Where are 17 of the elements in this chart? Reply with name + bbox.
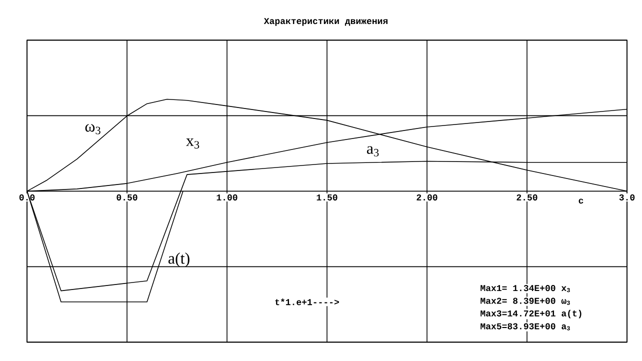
x-tick-label: 3.0 [619, 194, 635, 200]
series-label: x$_{3}$ [186, 138, 200, 149]
x-tick-label: 1.00 [216, 194, 238, 200]
series-label: ω$_{3}$ [85, 124, 100, 134]
series-label: a$_{3}$ [366, 146, 379, 156]
annotation: t*1.e+1----> [275, 298, 339, 306]
x-tick-label: 0.50 [116, 194, 138, 200]
x-tick-label: 2.50 [516, 194, 538, 200]
text: Max3=14.72E+01 a(t) [480, 310, 582, 318]
series-label: a(t) [168, 252, 190, 268]
x-axis-title: c [578, 198, 584, 204]
x-tick-label: 2.00 [416, 194, 438, 200]
x-tick-label: 1.50 [316, 194, 338, 200]
annotation: Max2= 8.39E+00 ω$_{3}$ [480, 298, 570, 305]
annotation: Max1= 1.34E+00 x$_{3}$ [480, 285, 570, 292]
text: Max5=83.93E+00 a$_{3}$ [480, 323, 570, 330]
chart-title: Характеристики движения [264, 18, 388, 26]
